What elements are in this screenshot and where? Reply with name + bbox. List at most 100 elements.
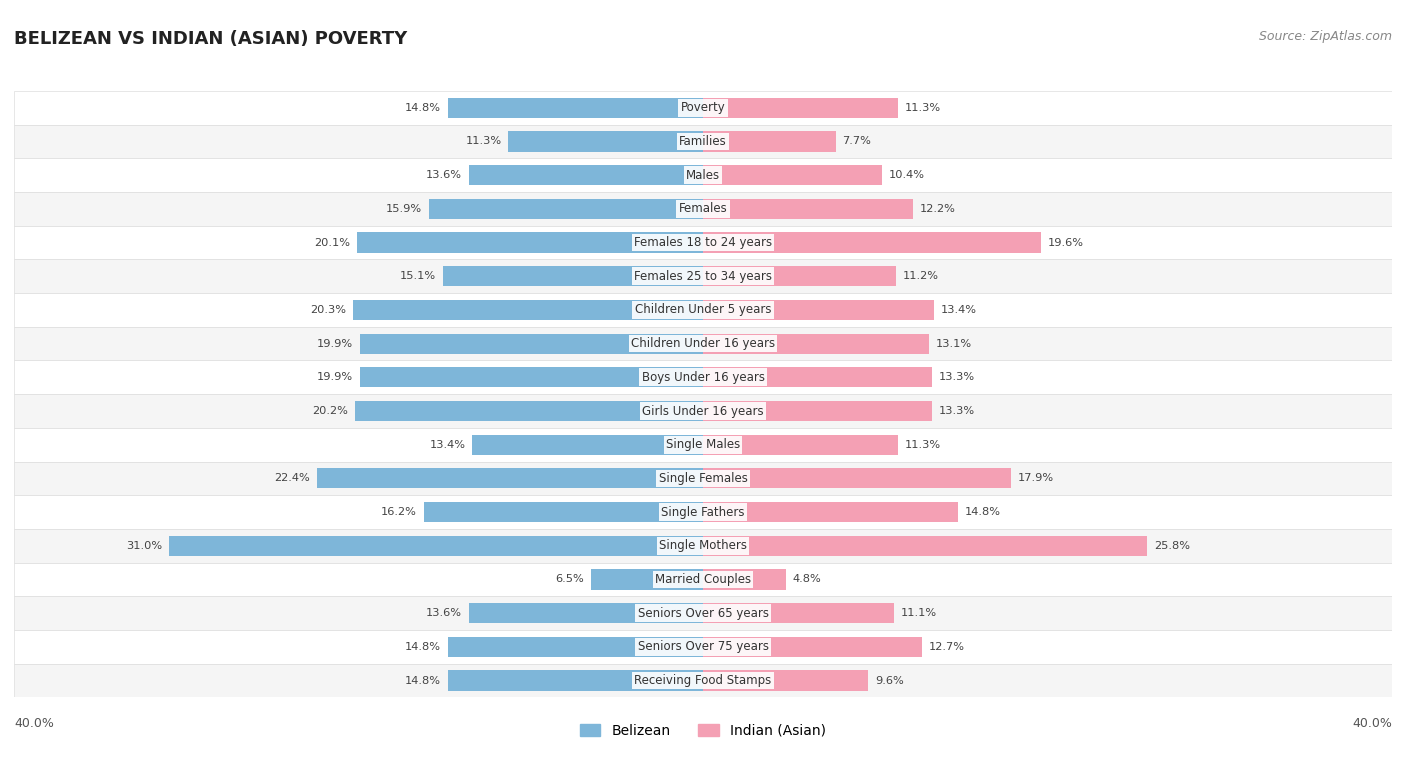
Bar <box>14 394 1392 428</box>
Text: 40.0%: 40.0% <box>14 717 53 731</box>
Text: 13.4%: 13.4% <box>429 440 465 449</box>
Text: BELIZEAN VS INDIAN (ASIAN) POVERTY: BELIZEAN VS INDIAN (ASIAN) POVERTY <box>14 30 408 49</box>
Text: 15.1%: 15.1% <box>399 271 436 281</box>
Text: Females 18 to 24 years: Females 18 to 24 years <box>634 236 772 249</box>
Text: 11.3%: 11.3% <box>465 136 502 146</box>
Text: 20.1%: 20.1% <box>314 237 350 248</box>
Bar <box>703 670 869 691</box>
Bar <box>14 428 1392 462</box>
Bar <box>14 529 1392 562</box>
Bar <box>14 462 1392 495</box>
Text: Girls Under 16 years: Girls Under 16 years <box>643 405 763 418</box>
Text: Females 25 to 34 years: Females 25 to 34 years <box>634 270 772 283</box>
Bar <box>360 334 703 354</box>
Text: 12.2%: 12.2% <box>920 204 956 214</box>
Bar <box>703 98 897 118</box>
Text: 15.9%: 15.9% <box>387 204 422 214</box>
Text: 11.1%: 11.1% <box>901 608 938 618</box>
Text: Single Females: Single Females <box>658 472 748 485</box>
Text: 11.2%: 11.2% <box>903 271 939 281</box>
Text: Single Mothers: Single Mothers <box>659 539 747 553</box>
Bar <box>591 569 703 590</box>
Bar <box>468 165 703 185</box>
Text: Poverty: Poverty <box>681 102 725 114</box>
Bar <box>425 502 703 522</box>
Text: 6.5%: 6.5% <box>555 575 583 584</box>
Bar <box>703 199 912 219</box>
Bar <box>14 361 1392 394</box>
Text: Males: Males <box>686 169 720 182</box>
Text: 13.3%: 13.3% <box>939 372 976 382</box>
Text: 10.4%: 10.4% <box>889 171 925 180</box>
Text: 9.6%: 9.6% <box>875 675 904 685</box>
Text: 25.8%: 25.8% <box>1154 540 1191 551</box>
Bar <box>14 91 1392 124</box>
Text: 14.8%: 14.8% <box>405 103 441 113</box>
Bar <box>472 434 703 455</box>
Text: Families: Families <box>679 135 727 148</box>
Bar <box>14 327 1392 361</box>
Bar <box>14 630 1392 664</box>
Bar <box>14 124 1392 158</box>
Text: Seniors Over 75 years: Seniors Over 75 years <box>637 641 769 653</box>
Legend: Belizean, Indian (Asian): Belizean, Indian (Asian) <box>574 719 832 744</box>
Text: 14.8%: 14.8% <box>405 675 441 685</box>
Bar <box>14 597 1392 630</box>
Text: 13.6%: 13.6% <box>426 608 461 618</box>
Bar <box>169 536 703 556</box>
Text: 20.3%: 20.3% <box>311 305 346 315</box>
Text: 13.6%: 13.6% <box>426 171 461 180</box>
Bar <box>703 569 786 590</box>
Bar <box>429 199 703 219</box>
Bar <box>703 434 897 455</box>
Bar <box>449 670 703 691</box>
Bar <box>703 300 934 320</box>
Text: Children Under 16 years: Children Under 16 years <box>631 337 775 350</box>
Text: 13.1%: 13.1% <box>935 339 972 349</box>
Bar <box>360 367 703 387</box>
Bar <box>443 266 703 287</box>
Bar <box>14 259 1392 293</box>
Bar <box>468 603 703 623</box>
Text: 16.2%: 16.2% <box>381 507 418 517</box>
Bar <box>703 502 957 522</box>
Bar <box>449 98 703 118</box>
Bar <box>703 637 922 657</box>
Text: Receiving Food Stamps: Receiving Food Stamps <box>634 674 772 687</box>
Text: 14.8%: 14.8% <box>405 642 441 652</box>
Text: 31.0%: 31.0% <box>127 540 162 551</box>
Text: 13.4%: 13.4% <box>941 305 977 315</box>
Text: 20.2%: 20.2% <box>312 406 349 416</box>
Text: Single Males: Single Males <box>666 438 740 451</box>
Bar <box>703 536 1147 556</box>
Text: 11.3%: 11.3% <box>904 440 941 449</box>
Text: 4.8%: 4.8% <box>793 575 821 584</box>
Bar <box>703 401 932 421</box>
Text: Married Couples: Married Couples <box>655 573 751 586</box>
Bar <box>14 158 1392 192</box>
Bar <box>318 468 703 488</box>
Bar <box>703 603 894 623</box>
Text: 14.8%: 14.8% <box>965 507 1001 517</box>
Text: 19.6%: 19.6% <box>1047 237 1084 248</box>
Bar <box>14 562 1392 597</box>
Text: Females: Females <box>679 202 727 215</box>
Bar <box>703 266 896 287</box>
Bar <box>703 131 835 152</box>
Text: 19.9%: 19.9% <box>318 372 353 382</box>
Text: Source: ZipAtlas.com: Source: ZipAtlas.com <box>1258 30 1392 43</box>
Bar <box>449 637 703 657</box>
Bar <box>703 367 932 387</box>
Text: 12.7%: 12.7% <box>928 642 965 652</box>
Text: 7.7%: 7.7% <box>842 136 872 146</box>
Bar <box>353 300 703 320</box>
Bar <box>14 192 1392 226</box>
Bar <box>703 334 928 354</box>
Bar <box>14 495 1392 529</box>
Bar <box>703 233 1040 252</box>
Text: 17.9%: 17.9% <box>1018 474 1054 484</box>
Text: Boys Under 16 years: Boys Under 16 years <box>641 371 765 384</box>
Text: 19.9%: 19.9% <box>318 339 353 349</box>
Text: 40.0%: 40.0% <box>1353 717 1392 731</box>
Bar <box>14 664 1392 697</box>
